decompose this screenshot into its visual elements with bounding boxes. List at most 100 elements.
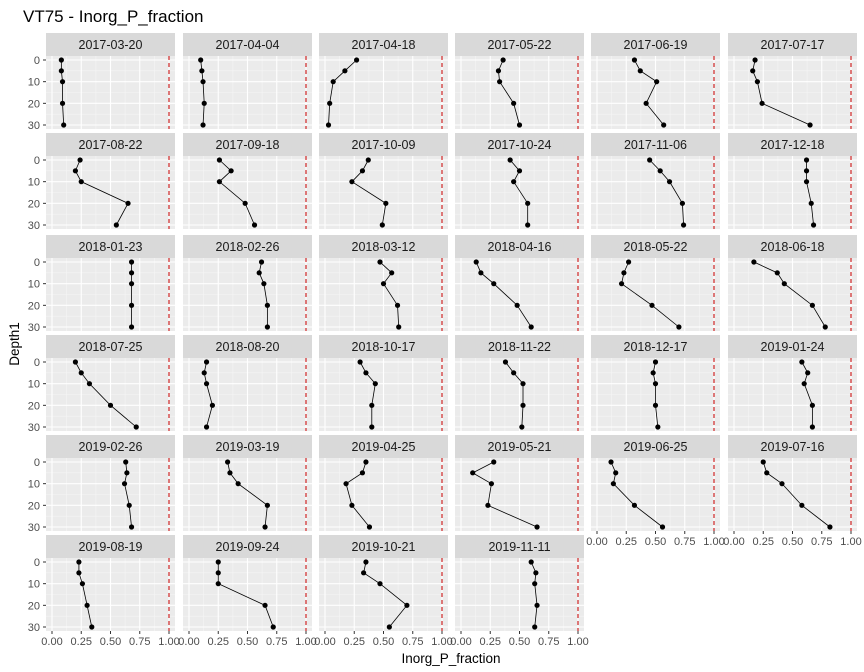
x-tick-label: 1.00 <box>295 636 316 648</box>
facet-strip-label: 2017-07-17 <box>761 38 825 52</box>
facet-strip-label: 2019-05-21 <box>488 440 552 454</box>
data-point <box>625 259 632 265</box>
data-point <box>203 381 210 387</box>
data-point <box>357 359 363 365</box>
facet-panel: 2017-10-09 <box>319 133 448 229</box>
data-point <box>228 168 234 174</box>
data-point <box>810 222 817 228</box>
facet-strip-label: 2019-04-25 <box>352 440 416 454</box>
facet-panel: 2019-09-24 0.00 0.25 0.50 0.75 1.00 <box>178 535 317 648</box>
data-point <box>750 68 756 74</box>
data-point <box>365 157 371 163</box>
data-point <box>676 324 682 330</box>
data-point <box>774 270 780 276</box>
data-point <box>369 424 375 430</box>
data-point <box>383 200 389 206</box>
data-point <box>525 200 531 206</box>
facet-panel: 2017-04-04 <box>183 33 312 129</box>
data-point <box>803 179 810 185</box>
facet-panel: 2018-03-12 <box>319 235 448 331</box>
facet-panel: 2019-05-21 <box>455 435 584 531</box>
data-point <box>808 200 814 206</box>
x-tick-label: 0.00 <box>723 536 744 548</box>
data-point <box>659 524 666 530</box>
data-point <box>661 122 667 128</box>
y-tick-label: 0 <box>34 55 40 67</box>
data-point <box>608 459 614 465</box>
x-tick-label: 1.00 <box>567 636 588 648</box>
data-point <box>631 57 638 63</box>
facet-panel: 2018-05-22 <box>591 235 720 331</box>
data-point <box>349 502 355 508</box>
facet-strip <box>46 33 175 56</box>
data-point <box>377 259 383 265</box>
facet-panel: 2018-06-18 <box>728 235 857 331</box>
y-tick-label: 0 <box>34 257 40 269</box>
data-point <box>805 370 811 376</box>
facet-panel: 2018-01-23 0 10 20 30 <box>28 235 175 334</box>
facet-strip <box>319 133 448 156</box>
data-point <box>59 100 66 106</box>
x-tick-label: 0.00 <box>586 536 607 548</box>
data-point <box>760 459 766 465</box>
facet-panel: 2018-02-26 <box>183 235 312 331</box>
facet-strip <box>319 535 448 558</box>
data-point <box>262 524 268 530</box>
data-point <box>807 122 813 128</box>
data-point <box>764 470 770 476</box>
data-point <box>809 302 815 308</box>
y-tick-label: 30 <box>28 120 40 132</box>
facet-strip <box>455 235 584 258</box>
y-tick-label: 20 <box>28 198 40 210</box>
facet-panel: 2019-08-19 0 10 20 300.00 0.25 0.50 0.75 1.00 <box>28 535 180 648</box>
facet-panel: 2017-11-06 <box>591 133 720 229</box>
data-point <box>679 200 686 206</box>
data-point <box>618 281 625 287</box>
facet-strip <box>455 535 584 558</box>
data-point <box>359 470 366 476</box>
x-tick-label: 0.00 <box>450 636 471 648</box>
facet-panel: 2017-05-22 <box>455 33 584 129</box>
facet-strip-label: 2018-01-23 <box>79 240 143 254</box>
y-tick-label: 30 <box>28 522 40 534</box>
y-tick-label: 10 <box>28 379 40 391</box>
data-point <box>59 79 66 85</box>
data-point <box>349 179 355 185</box>
facet-strip-label: 2018-06-18 <box>761 240 825 254</box>
data-point <box>128 259 135 265</box>
data-point <box>133 424 139 430</box>
facet-strip <box>183 335 312 358</box>
facet-strip-label: 2019-10-21 <box>352 540 416 554</box>
data-point <box>216 179 223 185</box>
data-point <box>525 222 531 228</box>
data-point <box>225 459 231 465</box>
data-point <box>511 179 517 185</box>
data-point <box>680 222 687 228</box>
data-point <box>754 79 761 85</box>
facet-strip-label: 2018-12-17 <box>624 340 688 354</box>
y-tick-label: 10 <box>28 77 40 89</box>
facet-strip-label: 2018-07-25 <box>79 340 143 354</box>
data-point <box>516 122 523 128</box>
data-point <box>500 57 506 63</box>
x-tick-label: 0.25 <box>480 636 501 648</box>
x-tick-label: 0.25 <box>208 636 229 648</box>
facet-strip <box>591 435 720 458</box>
x-tick-label: 0.75 <box>129 636 150 648</box>
data-point <box>491 459 497 465</box>
y-tick-label: 30 <box>28 622 40 634</box>
data-point <box>621 270 627 276</box>
data-point <box>389 270 395 276</box>
data-point <box>473 259 479 265</box>
facet-strip-label: 2019-01-24 <box>761 340 825 354</box>
y-tick-label: 10 <box>28 579 40 591</box>
facet-panel: 2017-10-24 <box>455 133 584 229</box>
x-tick-label: 0.75 <box>811 536 832 548</box>
data-point <box>264 324 270 330</box>
data-point <box>113 222 119 228</box>
x-tick-label: 0.50 <box>373 636 394 648</box>
x-tick-label: 0.75 <box>266 636 287 648</box>
data-point <box>107 402 114 408</box>
facet-strip-label: 2017-10-24 <box>488 138 552 152</box>
